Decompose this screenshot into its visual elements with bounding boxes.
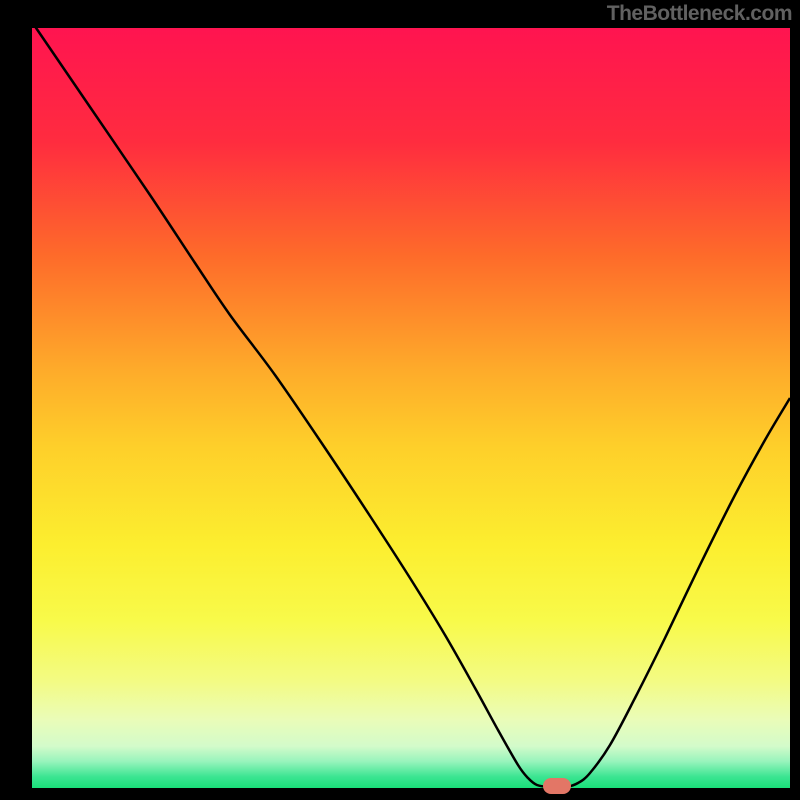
marker-pill	[543, 778, 571, 794]
plot-background	[32, 28, 790, 788]
bottleneck-chart	[0, 0, 800, 800]
